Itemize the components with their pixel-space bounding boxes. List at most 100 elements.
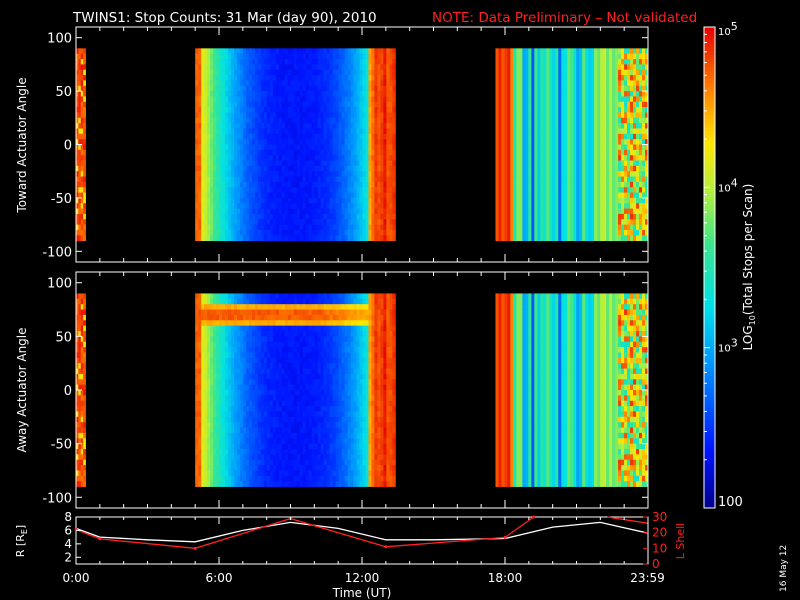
- toward-heatmap-cell: [501, 224, 505, 231]
- toward-heatmap-cell: [371, 107, 375, 113]
- away-heatmap-cell: [195, 341, 199, 348]
- toward-heatmap-cell: [633, 213, 637, 220]
- away-heatmap-cell: [207, 298, 211, 305]
- toward-heatmap-cell: [552, 171, 556, 177]
- toward-heatmap-cell: [546, 59, 550, 65]
- toward-heatmap-cell: [558, 229, 562, 236]
- toward-heatmap-cell: [389, 144, 393, 151]
- toward-heatmap-cell: [498, 64, 502, 71]
- toward-heatmap-cell: [213, 128, 217, 135]
- toward-heatmap-cell: [374, 229, 378, 236]
- toward-heatmap-cell: [323, 171, 328, 177]
- toward-heatmap-cell: [281, 133, 286, 140]
- toward-heatmap-cell: [216, 48, 220, 55]
- away-heatmap-cell: [225, 373, 229, 380]
- toward-heatmap-cell: [326, 133, 331, 140]
- toward-heatmap-cell: [558, 128, 562, 135]
- toward-heatmap-cell: [564, 64, 568, 71]
- toward-heatmap-cell: [281, 117, 286, 124]
- toward-heatmap-cell: [222, 149, 226, 156]
- toward-heatmap-cell: [76, 160, 79, 167]
- toward-heatmap-cell: [377, 107, 381, 113]
- toward-heatmap-cell: [528, 117, 532, 124]
- toward-heatmap-cell: [210, 91, 214, 97]
- toward-heatmap-cell: [317, 203, 322, 209]
- toward-heatmap-cell: [245, 165, 250, 172]
- toward-heatmap-cell: [356, 139, 360, 145]
- away-heatmap-cell: [76, 475, 79, 482]
- toward-heatmap-cell: [347, 171, 351, 177]
- toward-heatmap-cell: [642, 181, 646, 188]
- toward-heatmap-cell: [507, 133, 511, 140]
- toward-heatmap-cell: [198, 219, 202, 226]
- toward-heatmap-cell: [537, 187, 541, 193]
- toward-heatmap-cell: [636, 69, 640, 76]
- toward-heatmap-cell: [302, 149, 307, 156]
- toward-heatmap-cell: [76, 64, 79, 71]
- toward-heatmap-cell: [326, 155, 331, 161]
- toward-heatmap-cell: [201, 139, 205, 145]
- toward-heatmap-cell: [83, 139, 86, 145]
- away-heatmap-cell: [78, 320, 82, 327]
- toward-heatmap-cell: [552, 69, 556, 76]
- toward-heatmap-cell: [630, 59, 634, 65]
- toward-heatmap-cell: [567, 165, 571, 172]
- toward-heatmap-cell: [293, 107, 298, 113]
- toward-heatmap-cell: [621, 192, 625, 199]
- toward-heatmap-cell: [597, 133, 601, 140]
- toward-heatmap-cell: [350, 69, 354, 76]
- toward-heatmap-cell: [639, 128, 643, 135]
- toward-heatmap-cell: [234, 176, 238, 183]
- toward-heatmap-cell: [501, 213, 505, 220]
- toward-heatmap-cell: [275, 128, 280, 135]
- toward-heatmap-cell: [579, 165, 583, 172]
- away-heatmap-cell: [78, 373, 82, 380]
- toward-heatmap-cell: [335, 187, 339, 193]
- toward-heatmap-cell: [582, 80, 586, 87]
- toward-heatmap-cell: [513, 117, 517, 124]
- toward-heatmap-cell: [272, 181, 277, 188]
- toward-heatmap-cell: [326, 181, 331, 188]
- toward-heatmap-cell: [204, 144, 208, 151]
- toward-heatmap-cell: [237, 176, 241, 183]
- toward-heatmap-cell: [377, 91, 381, 97]
- toward-heatmap-cell: [561, 176, 565, 183]
- toward-heatmap-cell: [332, 176, 337, 183]
- toward-heatmap-cell: [567, 75, 571, 81]
- toward-heatmap-cell: [210, 133, 214, 140]
- toward-heatmap-cell: [296, 112, 301, 119]
- toward-heatmap-cell: [284, 53, 289, 60]
- toward-heatmap-cell: [204, 203, 208, 209]
- toward-heatmap-cell: [275, 187, 280, 193]
- toward-heatmap-cell: [534, 117, 538, 124]
- away-heatmap-cell: [198, 475, 202, 482]
- away-heatmap-cell: [225, 320, 229, 327]
- toward-heatmap-cell: [207, 64, 211, 71]
- toward-heatmap-cell: [293, 64, 298, 71]
- toward-heatmap-cell: [552, 149, 556, 156]
- toward-heatmap-cell: [231, 171, 235, 177]
- toward-heatmap-cell: [546, 181, 550, 188]
- toward-heatmap-cell: [534, 133, 538, 140]
- toward-heatmap-cell: [329, 96, 334, 103]
- away-heatmap-cell: [222, 459, 226, 466]
- toward-y-tick-label: 100: [47, 32, 72, 47]
- toward-heatmap-cell: [245, 101, 250, 108]
- toward-heatmap-cell: [534, 149, 538, 156]
- toward-heatmap-cell: [600, 59, 604, 65]
- toward-heatmap-cell: [576, 155, 580, 161]
- toward-heatmap-cell: [507, 117, 511, 124]
- toward-heatmap-cell: [645, 64, 649, 71]
- toward-heatmap-cell: [507, 197, 511, 204]
- toward-heatmap-cell: [195, 171, 199, 177]
- toward-heatmap-cell: [83, 128, 86, 135]
- away-heatmap-cell: [83, 331, 86, 337]
- away-heatmap-cell: [225, 314, 229, 321]
- toward-heatmap-cell: [323, 165, 328, 172]
- away-heatmap-cell: [201, 293, 205, 300]
- toward-heatmap-cell: [582, 128, 586, 135]
- toward-heatmap-cell: [377, 128, 381, 135]
- toward-heatmap-cell: [237, 133, 241, 140]
- toward-heatmap-cell: [242, 192, 247, 199]
- toward-heatmap-cell: [585, 187, 589, 193]
